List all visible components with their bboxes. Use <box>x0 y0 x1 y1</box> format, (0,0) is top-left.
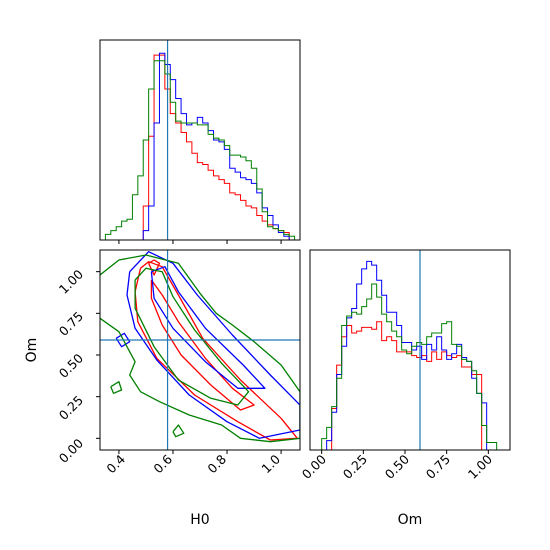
contour-line-0000ff <box>150 266 266 389</box>
contour-line-ff0000 <box>134 261 298 441</box>
contour-line-0000ff <box>126 251 300 439</box>
h0-tick-label: 0.4 <box>103 451 128 476</box>
contour-line-008000 <box>110 381 123 394</box>
om-y-tick-label: 0.50 <box>56 350 86 380</box>
om-y-tick-label: 0.25 <box>56 393 86 423</box>
h0-marginal-panel <box>99 39 301 244</box>
h0-om-joint-panel <box>96 249 301 454</box>
histogram-series-0000ff <box>316 260 502 450</box>
axes-frame <box>309 249 511 451</box>
contour-line-008000 <box>100 254 300 443</box>
om-tick-label: 0.25 <box>340 452 370 482</box>
om-y-axis-label: Om <box>24 338 40 363</box>
om-tick-label: 1.00 <box>465 451 495 481</box>
axes-frame <box>99 249 301 451</box>
contour-line-008000 <box>134 267 250 406</box>
h0-tick-label: 1.0 <box>258 451 283 476</box>
contour-line-ff0000 <box>150 279 255 411</box>
om-tick-label: 0.00 <box>299 451 329 481</box>
histogram-series-0000ff <box>100 52 300 240</box>
histogram-series-ff0000 <box>100 54 300 240</box>
histogram-series-008000 <box>100 60 300 240</box>
axes-frame <box>99 39 301 241</box>
histogram-series-008000 <box>316 283 502 450</box>
histogram-series-ff0000 <box>316 321 502 450</box>
contour-line-0000ff <box>115 332 131 348</box>
om-axis-label: Om <box>398 512 423 528</box>
h0-axis-label: H0 <box>190 512 209 528</box>
om-marginal-panel <box>309 249 511 454</box>
om-y-tick-label: 0.00 <box>56 435 86 465</box>
h0-tick-label: 0.8 <box>204 451 229 476</box>
om-tick-label: 0.75 <box>423 452 453 482</box>
contour-line-ff0000 <box>148 259 161 276</box>
contour-line-008000 <box>172 424 185 438</box>
h0-tick-label: 0.6 <box>150 451 175 476</box>
om-tick-label: 0.50 <box>382 451 412 481</box>
om-y-tick-label: 0.75 <box>56 309 86 339</box>
om-y-tick-label: 1.00 <box>56 266 86 296</box>
